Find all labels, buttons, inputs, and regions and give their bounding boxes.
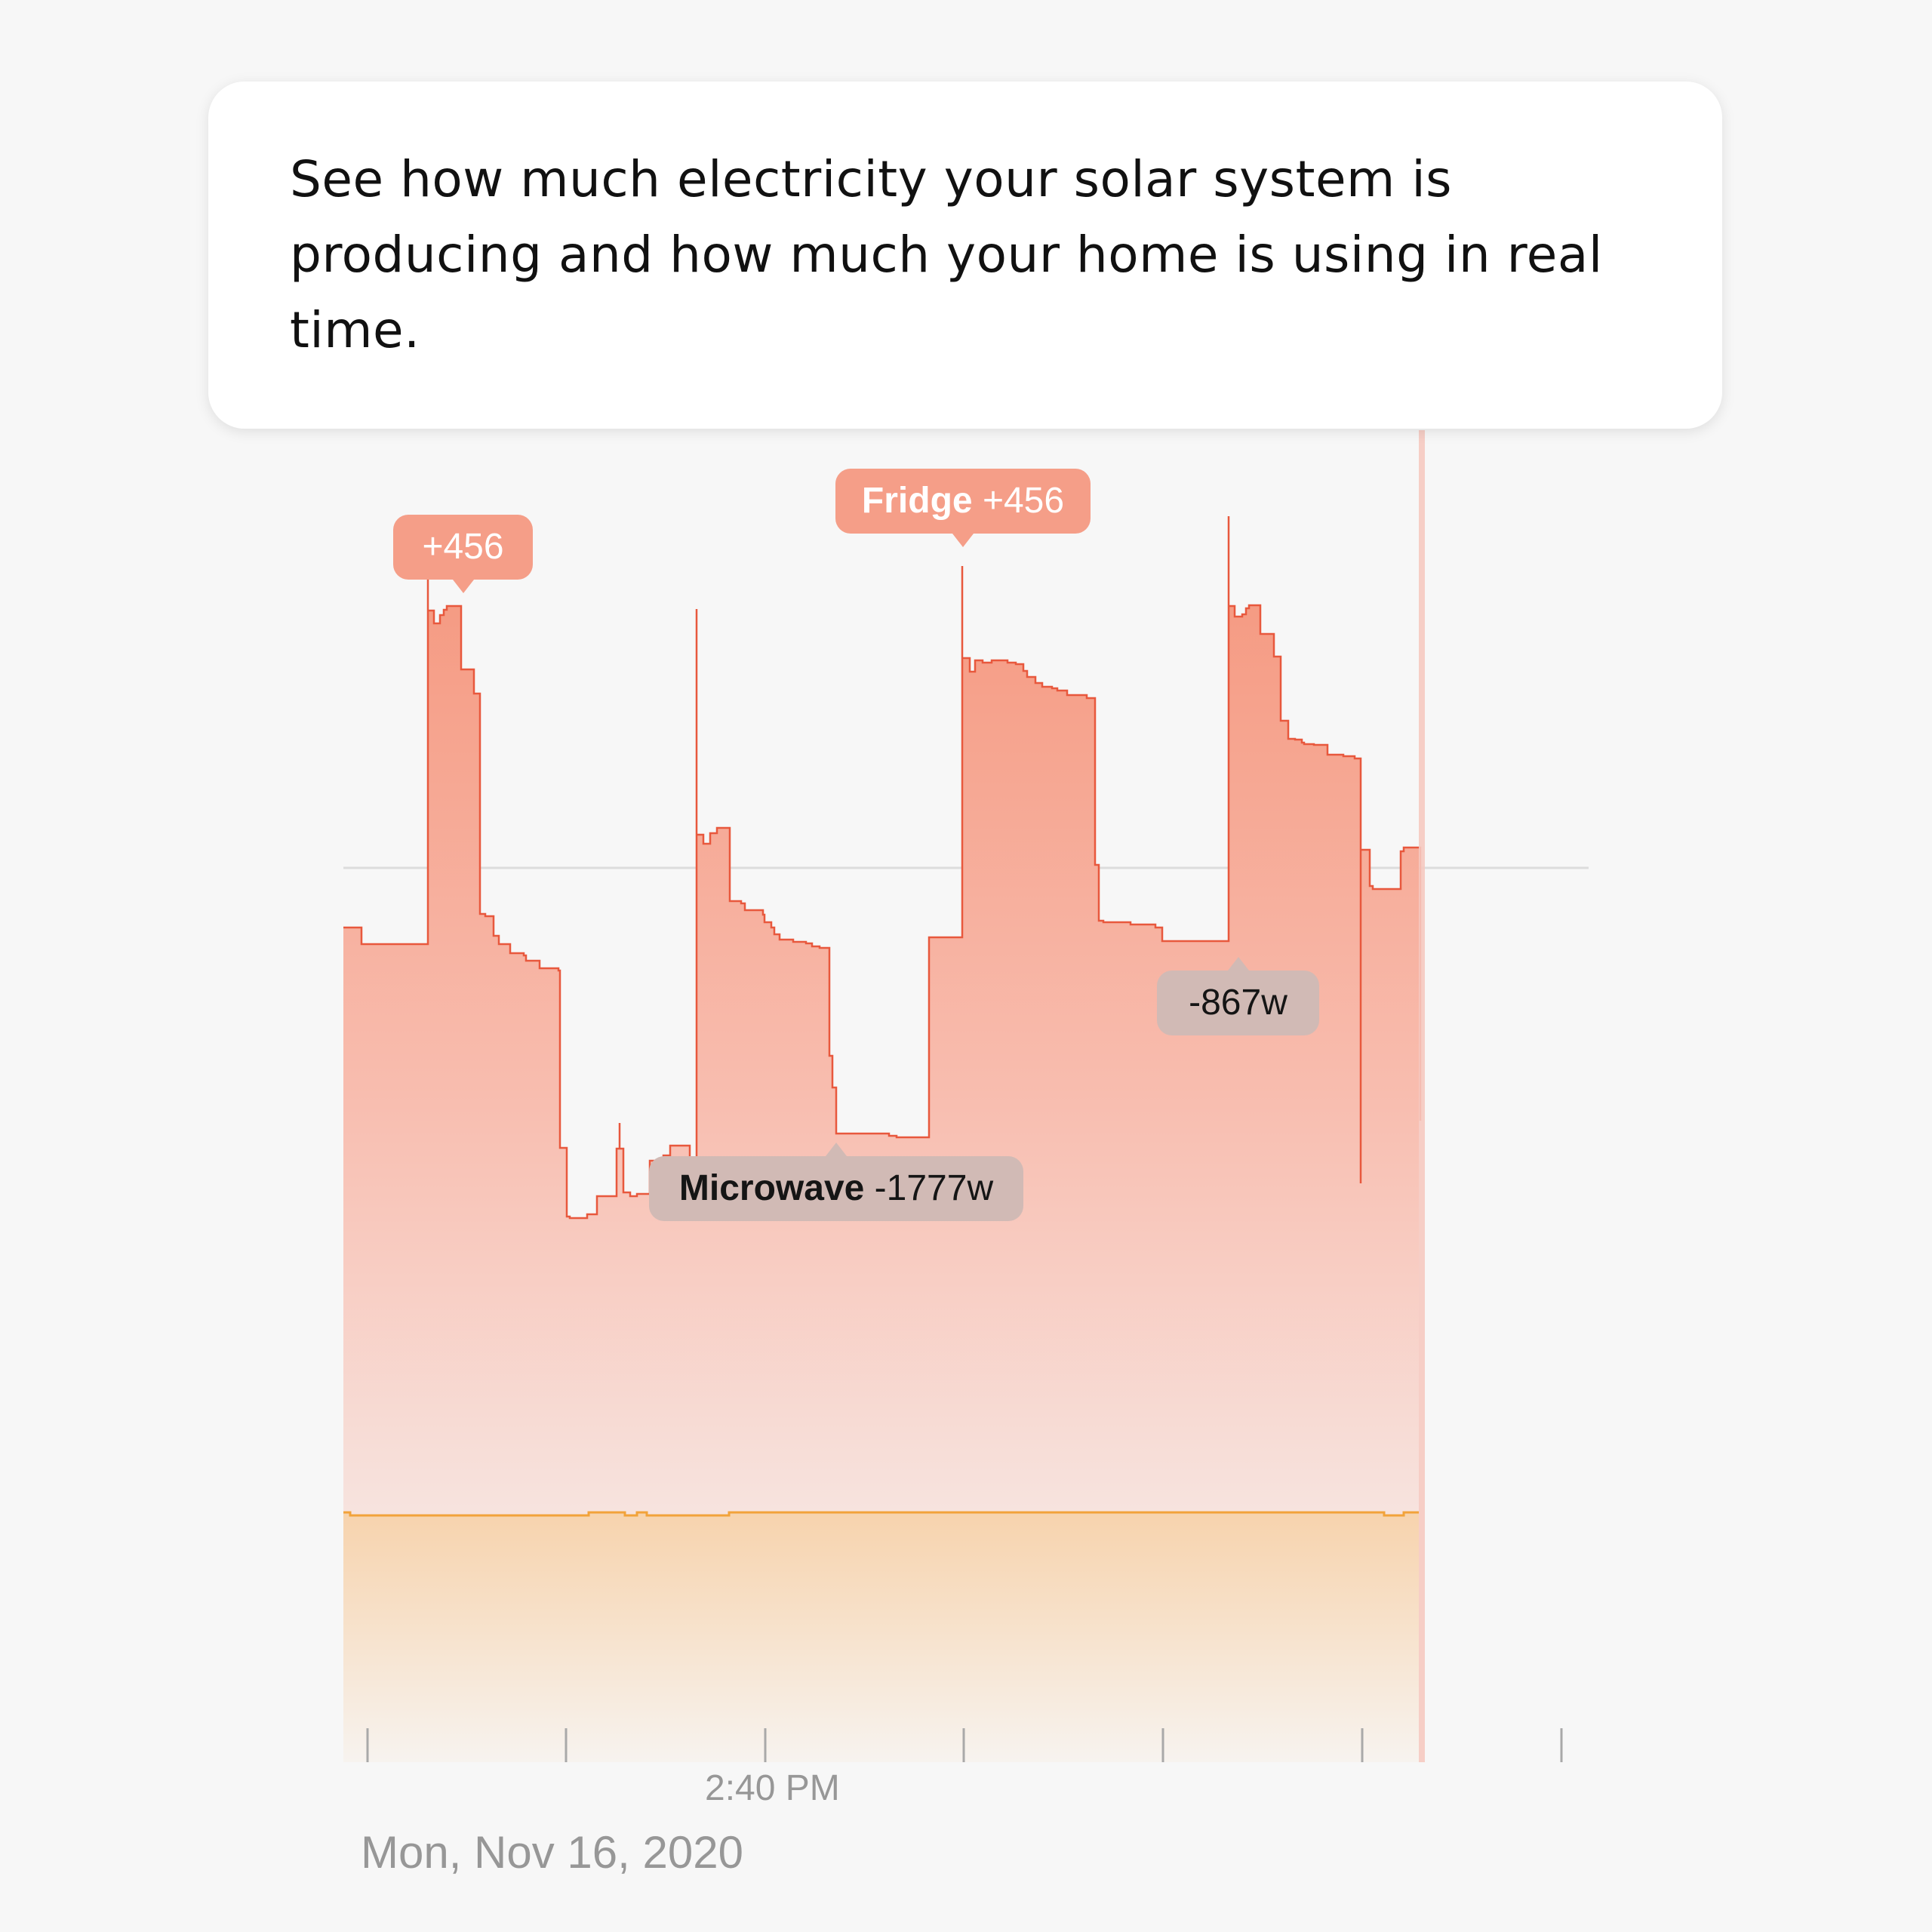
peak-tooltip: +456 xyxy=(393,515,533,593)
solar-line xyxy=(343,1511,1419,1517)
fridge-tooltip-name: Fridge xyxy=(861,481,973,521)
x-axis-date-label: Mon, Nov 16, 2020 xyxy=(361,1827,743,1878)
intro-card-text: See how much electricity your solar syst… xyxy=(290,150,1603,359)
peak-tooltip-value: +456 xyxy=(422,527,504,567)
consumption-line xyxy=(343,515,1422,1220)
microwave-tooltip: Microwave -1777w xyxy=(649,1143,1023,1221)
drop-tooltip: -867w xyxy=(1157,957,1319,1035)
solar-area xyxy=(343,1512,1419,1762)
fridge-tooltip-value: +456 xyxy=(982,481,1065,521)
drop-tooltip-value: -867w xyxy=(1189,983,1287,1023)
fridge-tooltip: Fridge +456 xyxy=(835,469,1091,547)
x-axis-ticks xyxy=(366,1728,1563,1762)
now-cursor xyxy=(1419,430,1425,1762)
microwave-tooltip-name: Microwave xyxy=(678,1168,865,1208)
microwave-tooltip-value: -1777w xyxy=(874,1168,994,1208)
intro-card: See how much electricity your solar syst… xyxy=(208,82,1722,429)
x-axis-time-label: 2:40 PM xyxy=(705,1768,840,1808)
